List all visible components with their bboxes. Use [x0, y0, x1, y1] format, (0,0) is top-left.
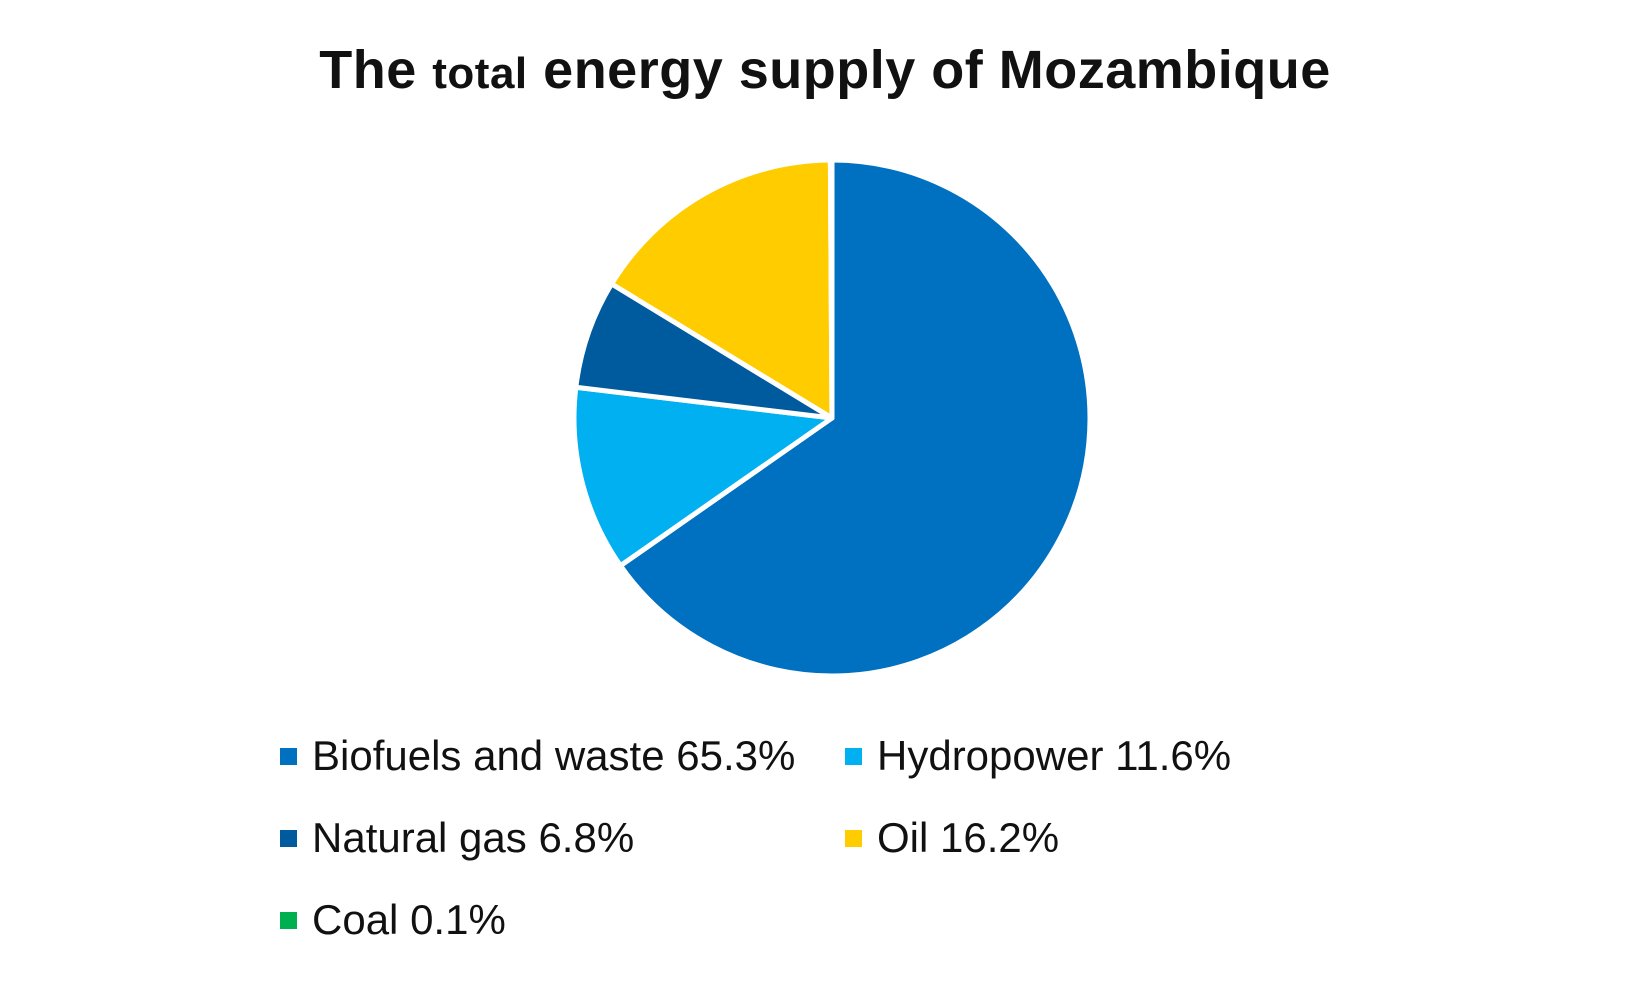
legend-swatch-natural-gas — [280, 829, 297, 847]
chart-title: The total energy supply of Mozambique — [0, 30, 1650, 114]
legend-item-natural-gas: Natural gas 6.8% — [280, 812, 845, 864]
legend-label-oil: Oil 16.2% — [877, 814, 1060, 861]
legend-item-hydropower: Hydropower 11.6% — [845, 730, 1345, 782]
legend-swatch-coal — [280, 911, 297, 929]
legend-item-coal: Coal 0.1% — [280, 894, 845, 946]
pie-slice-hydropower — [571, 384, 835, 569]
legend-item-biofuels: Biofuels and waste 65.3% — [280, 730, 845, 782]
legend-label-coal: Coal 0.1% — [312, 896, 506, 943]
legend-item-oil: Oil 16.2% — [845, 812, 1345, 864]
pie-slice-oil — [609, 157, 835, 421]
legend-swatch-biofuels — [280, 747, 297, 765]
chart-title-part-1: The — [319, 40, 433, 100]
chart-title-part-3: energy supply of Mozambique — [527, 40, 1331, 100]
legend-label-biofuels: Biofuels and waste 65.3% — [312, 732, 796, 779]
legend-label-natural-gas: Natural gas 6.8% — [312, 814, 635, 861]
pie-slice-biofuels-and-waste — [617, 157, 1093, 679]
legend: Biofuels and waste 65.3% Hydropower 11.6… — [280, 730, 1380, 946]
legend-swatch-hydropower — [845, 747, 862, 765]
legend-label-hydropower: Hydropower 11.6% — [877, 732, 1232, 779]
legend-swatch-oil — [845, 829, 862, 847]
pie-slice-coal — [827, 157, 835, 421]
chart-title-part-2: total — [432, 49, 528, 98]
